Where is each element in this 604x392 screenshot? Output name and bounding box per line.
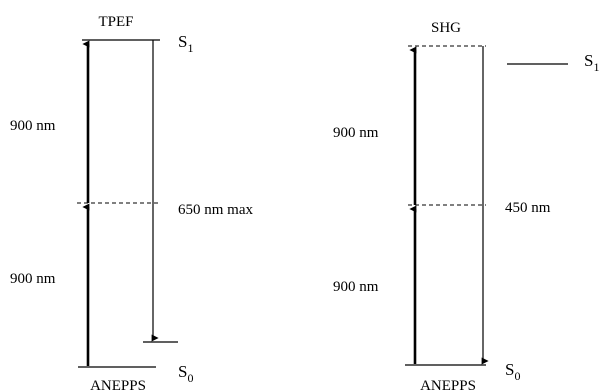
shg-panel: SHG S1 450 nm S0 ANEPPS 900 nm 900 nm bbox=[333, 20, 599, 392]
tpef-excitation-label-upper: 900 nm bbox=[10, 118, 56, 134]
tpef-s0-label: S0 bbox=[178, 362, 193, 385]
shg-emission-label: 450 nm bbox=[505, 200, 551, 216]
shg-excitation-label-lower: 900 nm bbox=[333, 279, 379, 295]
tpef-panel: TPEF S1 650 nm max S0 ANEPPS 900 nm 900 … bbox=[10, 14, 253, 392]
shg-s1-label: S1 bbox=[584, 51, 599, 74]
tpef-s1-label: S1 bbox=[178, 32, 193, 55]
shg-excitation-label-upper: 900 nm bbox=[333, 125, 379, 141]
shg-s0-label: S0 bbox=[505, 360, 520, 383]
tpef-emission-label: 650 nm max bbox=[178, 202, 253, 218]
shg-title: SHG bbox=[431, 20, 461, 36]
tpef-title: TPEF bbox=[98, 14, 133, 30]
shg-molecule-label: ANEPPS bbox=[420, 378, 476, 392]
tpef-molecule-label: ANEPPS bbox=[90, 378, 146, 392]
tpef-excitation-label-lower: 900 nm bbox=[10, 271, 56, 287]
